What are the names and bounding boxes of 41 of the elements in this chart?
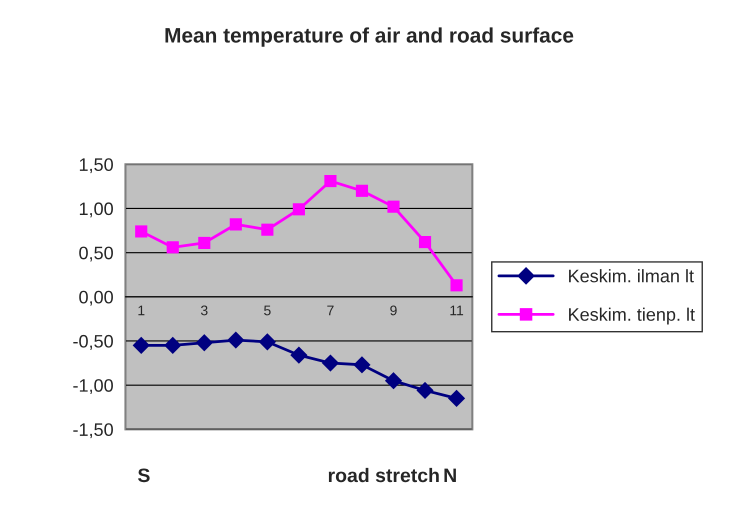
- x-tick-label: 3: [200, 306, 208, 316]
- x-tick-label: 5: [264, 306, 271, 316]
- point: [292, 203, 305, 216]
- point: [416, 382, 434, 399]
- point: [196, 334, 213, 352]
- x-tick-label: 11: [450, 306, 464, 316]
- point: [166, 241, 179, 254]
- y-tick-label: 0,00: [79, 290, 113, 306]
- point: [385, 372, 402, 390]
- point: [324, 175, 336, 188]
- y-tick-label: 1,50: [80, 158, 113, 174]
- point: [198, 236, 210, 249]
- point: [387, 200, 400, 213]
- point: [135, 225, 148, 238]
- text: S: [138, 468, 150, 482]
- point: [258, 333, 276, 350]
- point: [227, 332, 244, 348]
- legend-label: Keskim. tienp. lt: [569, 308, 695, 324]
- point: [450, 279, 463, 292]
- legend-label: Keskim. ilman lt: [569, 269, 694, 282]
- y-tick-label: 1,00: [80, 202, 113, 218]
- x-axis-title: road stretch: [328, 468, 439, 482]
- text: N: [444, 468, 456, 482]
- x-tick-label: 9: [390, 306, 397, 316]
- x-tick-label: 7: [327, 306, 334, 316]
- point: [356, 184, 368, 197]
- point: [164, 337, 182, 354]
- y-tick-label: -0,50: [73, 334, 113, 350]
- point: [354, 356, 370, 374]
- y-tick-label: 0,50: [79, 246, 113, 262]
- y-tick-label: -1,00: [73, 379, 113, 394]
- chart-title: Mean temperature of air and road surface: [165, 27, 574, 47]
- point: [322, 354, 339, 372]
- point: [290, 346, 308, 364]
- point: [132, 337, 150, 354]
- x-tick-label: 1: [138, 306, 144, 316]
- point: [261, 224, 274, 236]
- y-tick-label: -1,50: [73, 423, 113, 438]
- point: [448, 390, 465, 407]
- point: [418, 236, 432, 248]
- point: [230, 218, 242, 230]
